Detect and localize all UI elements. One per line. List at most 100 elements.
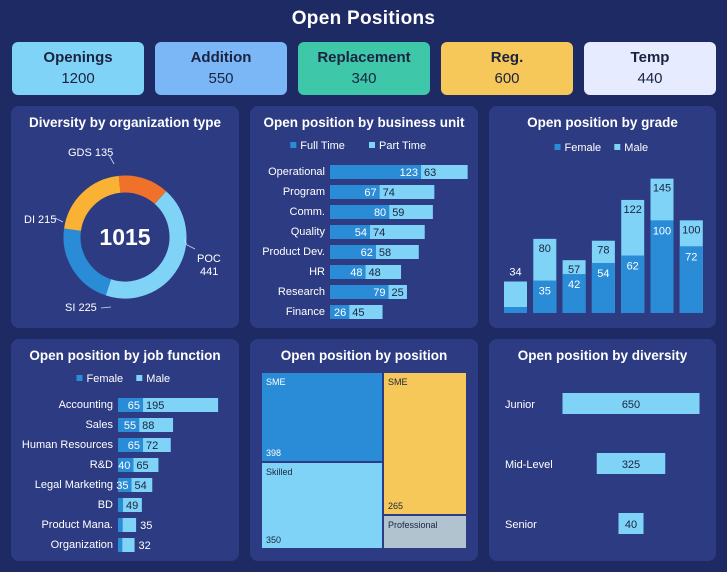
panel-business-unit: Open position by business unit Full Time… <box>250 106 478 328</box>
panel-title: Open position by position <box>280 348 448 363</box>
panel-title: Open position by grade <box>527 115 678 130</box>
bar-label: 74 <box>383 187 395 199</box>
leader-line <box>183 238 196 250</box>
bar-diversity <box>596 453 666 474</box>
kpi-value: 550 <box>208 70 234 87</box>
bar-part-time <box>375 245 419 259</box>
bar-label: 25 <box>391 287 403 299</box>
donut-slice-poc <box>105 191 187 299</box>
bar-label: 58 <box>379 247 391 259</box>
legend-swatch <box>136 375 143 381</box>
bar-female <box>118 518 123 532</box>
bar-label: 78 <box>597 245 609 257</box>
bar-part-time <box>388 285 407 299</box>
bar-label: 63 <box>424 167 436 179</box>
bar-female <box>118 458 134 472</box>
category-label: Product Dev. <box>262 246 325 258</box>
tile-value: 398 <box>266 448 281 458</box>
dashboard-title: Open Positions <box>291 8 436 29</box>
bar-label: 65 <box>128 400 140 412</box>
panel-grade: Open position by grade Female Male 34 35 80 4… <box>489 106 716 328</box>
kpi-value: 1200 <box>61 70 95 87</box>
category-label: Comm. <box>290 206 325 218</box>
bar-label: 88 <box>142 420 154 432</box>
bar-label: 72 <box>685 251 697 263</box>
bar-label: 65 <box>136 460 148 472</box>
bar-label: 74 <box>373 227 385 239</box>
bar-label: 65 <box>128 440 140 452</box>
bar-label: 79 <box>373 287 385 299</box>
bar-label: 35 <box>116 480 128 492</box>
bar-male <box>139 418 174 432</box>
bar-label: 55 <box>124 420 136 432</box>
kpi-label: Openings <box>43 49 113 66</box>
tile-label: SME <box>266 377 286 387</box>
grade-chart: Female Male 34 35 80 42 57 54 78 62 122 100 145 72 100 <box>504 142 703 313</box>
leader-line <box>54 217 64 223</box>
bar-part-time <box>369 225 425 239</box>
legend-swatch <box>369 142 375 148</box>
bar-label: 80 <box>539 243 551 255</box>
kpi-value: 600 <box>494 70 520 87</box>
treemap-tile <box>262 463 382 548</box>
slice-value: 441 <box>200 266 218 278</box>
donut-slice-si <box>63 228 112 296</box>
donut-slice-di <box>64 175 121 232</box>
bar-diversity <box>618 513 644 534</box>
category-label: Legal Marketing <box>35 479 113 491</box>
bar-female <box>118 538 123 552</box>
bar-female <box>679 246 703 313</box>
category-label: Research <box>278 286 325 298</box>
slice-label: GDS 135 <box>68 147 113 159</box>
bar-male <box>133 458 159 472</box>
legend-label: Female <box>565 142 602 154</box>
leader-line <box>108 154 115 165</box>
bar-label: 35 <box>140 520 152 532</box>
slice-label: SI 225 <box>65 302 97 314</box>
donut-center-total: 1015 <box>99 224 150 250</box>
panel-title: Open position by business unit <box>263 115 465 130</box>
bar-label: 54 <box>597 268 609 280</box>
bar-label: 145 <box>653 183 671 195</box>
tile-label: SME <box>388 377 408 387</box>
kpi-label: Reg. <box>490 49 524 66</box>
leader-line <box>100 306 112 309</box>
panel-title: Diversity by organization type <box>28 115 222 130</box>
panel-title: Open position by diversity <box>517 348 688 363</box>
bar-female <box>650 220 674 313</box>
bar-label: 54 <box>355 227 367 239</box>
bar-part-time <box>421 165 468 179</box>
tile-label: Skilled <box>266 467 293 477</box>
bar-label: 62 <box>627 261 639 273</box>
bar-label: 67 <box>364 187 376 199</box>
kpi-value: 340 <box>351 70 377 87</box>
bar-female <box>118 398 144 412</box>
category-label: Finance <box>286 306 325 318</box>
treemap-tile <box>384 373 466 514</box>
tile-label: Professional <box>388 520 438 530</box>
bar-male <box>131 478 153 492</box>
bar-label: 100 <box>653 225 671 237</box>
business-unit-chart: Full Time Part Time Operational 123 63 Progra… <box>262 140 468 319</box>
bar-label: 62 <box>361 247 373 259</box>
bar-female <box>118 498 124 512</box>
category-label: Mid-Level <box>505 459 553 471</box>
bar-female <box>504 307 527 313</box>
kpi-temp: Temp 440 <box>584 42 716 95</box>
bar-label: 195 <box>146 400 164 412</box>
bar-label: 26 <box>334 307 346 319</box>
bar-male <box>123 498 142 512</box>
panel-position: Open position by position SME 398 SME 265 Sk… <box>250 339 478 561</box>
category-label: Product Mana. <box>41 519 113 531</box>
legend-label: Male <box>624 142 648 154</box>
tile-value: 350 <box>266 535 281 545</box>
category-label: HR <box>309 266 325 278</box>
legend-label: Full Time <box>300 140 345 152</box>
kpi-label: Temp <box>630 49 670 66</box>
category-label: Organization <box>51 539 113 551</box>
bar-female <box>591 262 615 313</box>
legend-swatch <box>76 375 83 381</box>
diversity-chart: Junior 650 Mid-Level 325 Senior 40 <box>505 393 700 534</box>
bar-label: 122 <box>624 204 642 216</box>
